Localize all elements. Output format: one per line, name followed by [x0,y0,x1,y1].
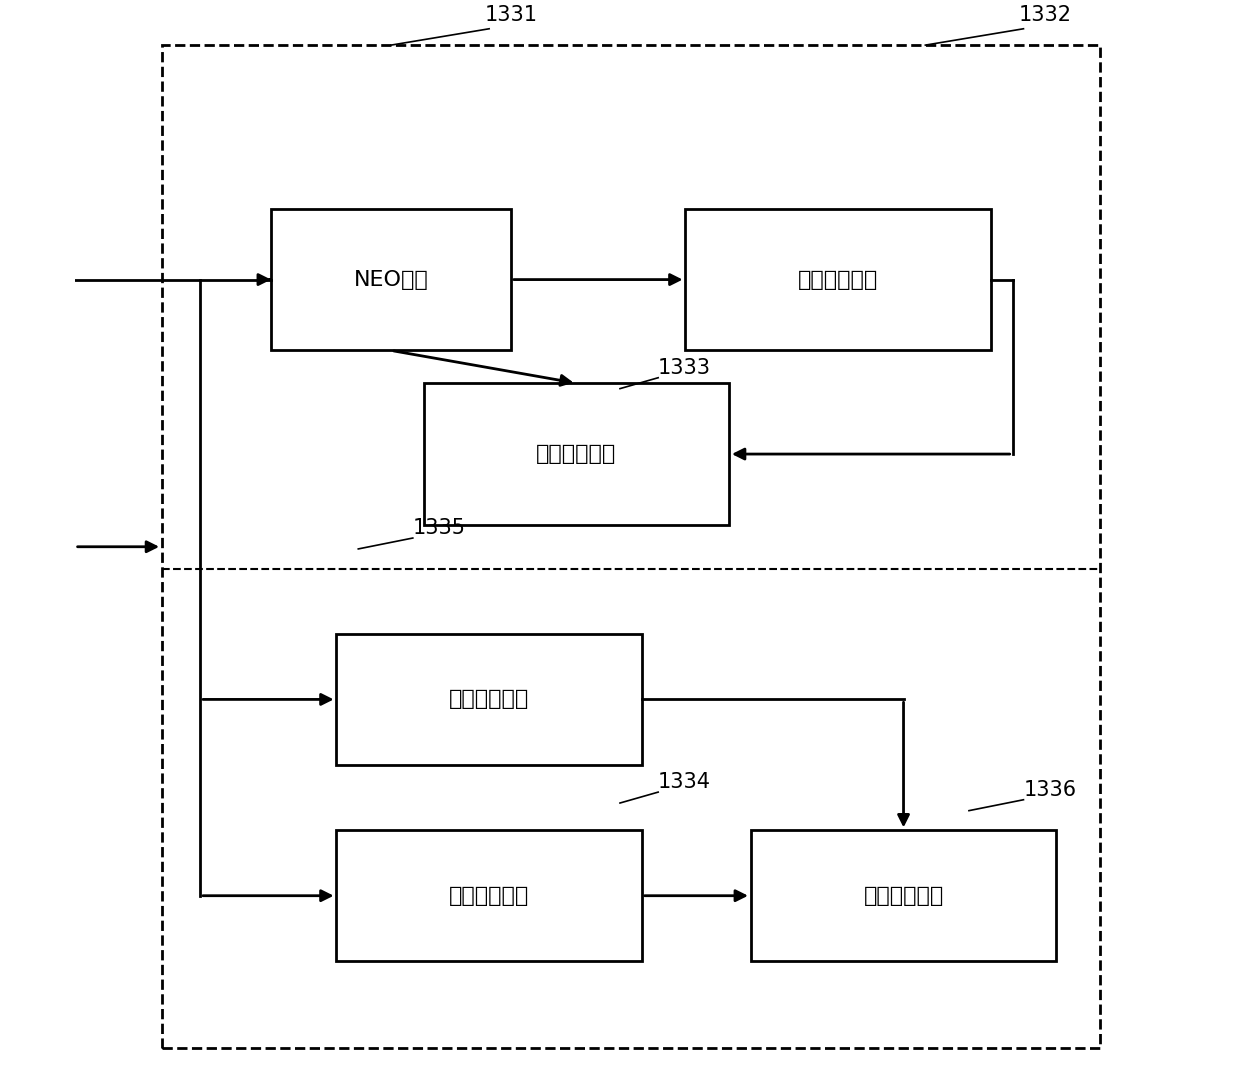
Text: 阈值计算单元: 阈值计算单元 [799,270,878,289]
FancyBboxPatch shape [751,830,1056,961]
FancyBboxPatch shape [424,383,729,525]
Text: 第二存储单元: 第二存储单元 [449,689,529,710]
FancyBboxPatch shape [336,634,642,764]
FancyBboxPatch shape [272,209,511,351]
FancyBboxPatch shape [686,209,991,351]
Text: 1334: 1334 [658,772,712,792]
Text: 1332: 1332 [1019,5,1071,25]
Text: 阈值检测单元: 阈值检测单元 [536,444,616,464]
Text: 1333: 1333 [658,358,712,378]
Text: NEO单元: NEO单元 [353,270,428,289]
Text: 数据对齐单元: 数据对齐单元 [863,886,944,905]
Text: 1335: 1335 [413,518,466,538]
Text: 第一存储单元: 第一存储单元 [449,886,529,905]
FancyBboxPatch shape [336,830,642,961]
Text: 1331: 1331 [485,5,537,25]
Text: 1336: 1336 [1023,780,1076,799]
